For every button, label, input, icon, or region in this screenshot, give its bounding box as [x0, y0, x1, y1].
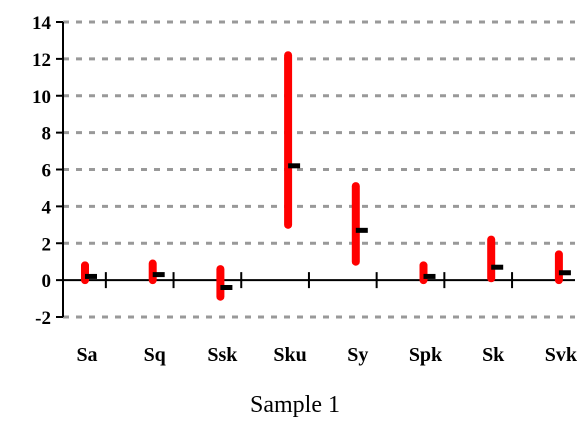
- y-tick-label: 0: [42, 271, 52, 292]
- x-axis-title: Sample 1: [250, 392, 340, 418]
- x-category-labels: Sa Sq Ssk Sku Sy Spk Sk Svk: [76, 344, 577, 366]
- x-axis-ticks: [104, 272, 514, 289]
- value-marker-svk: [558, 270, 571, 276]
- x-category-label: Sku: [273, 344, 306, 366]
- x-category-label: Spk: [409, 344, 443, 366]
- value-markers: [85, 163, 571, 290]
- value-marker-sy: [355, 227, 368, 233]
- y-tick-label: 2: [42, 234, 52, 255]
- x-category-label: Sy: [347, 344, 368, 366]
- y-tick-label: 14: [32, 13, 52, 34]
- y-tick-label: 10: [32, 87, 51, 108]
- y-tick-label: -2: [35, 308, 51, 329]
- value-marker-sku: [288, 163, 301, 169]
- x-category-label: Svk: [545, 344, 578, 366]
- grid-lines: [63, 20, 575, 319]
- y-axis-ticks: -2 0 2 4 6 8 10 12 14: [32, 13, 63, 329]
- x-category-label: Sa: [76, 344, 97, 366]
- range-bars: [81, 51, 563, 301]
- x-category-label: Ssk: [207, 344, 238, 366]
- x-category-label: Sq: [144, 344, 166, 366]
- value-marker-sk: [491, 264, 504, 270]
- y-tick-label: 4: [42, 197, 52, 218]
- y-tick-label: 6: [42, 161, 52, 182]
- value-marker-ssk: [220, 285, 233, 290]
- y-tick-label: 12: [32, 50, 51, 71]
- value-marker-spk: [423, 273, 436, 279]
- x-category-label: Sk: [482, 344, 505, 366]
- value-marker-sq: [152, 272, 165, 278]
- y-tick-label: 8: [42, 124, 52, 145]
- value-marker-sa: [85, 273, 97, 279]
- axes: [62, 22, 575, 317]
